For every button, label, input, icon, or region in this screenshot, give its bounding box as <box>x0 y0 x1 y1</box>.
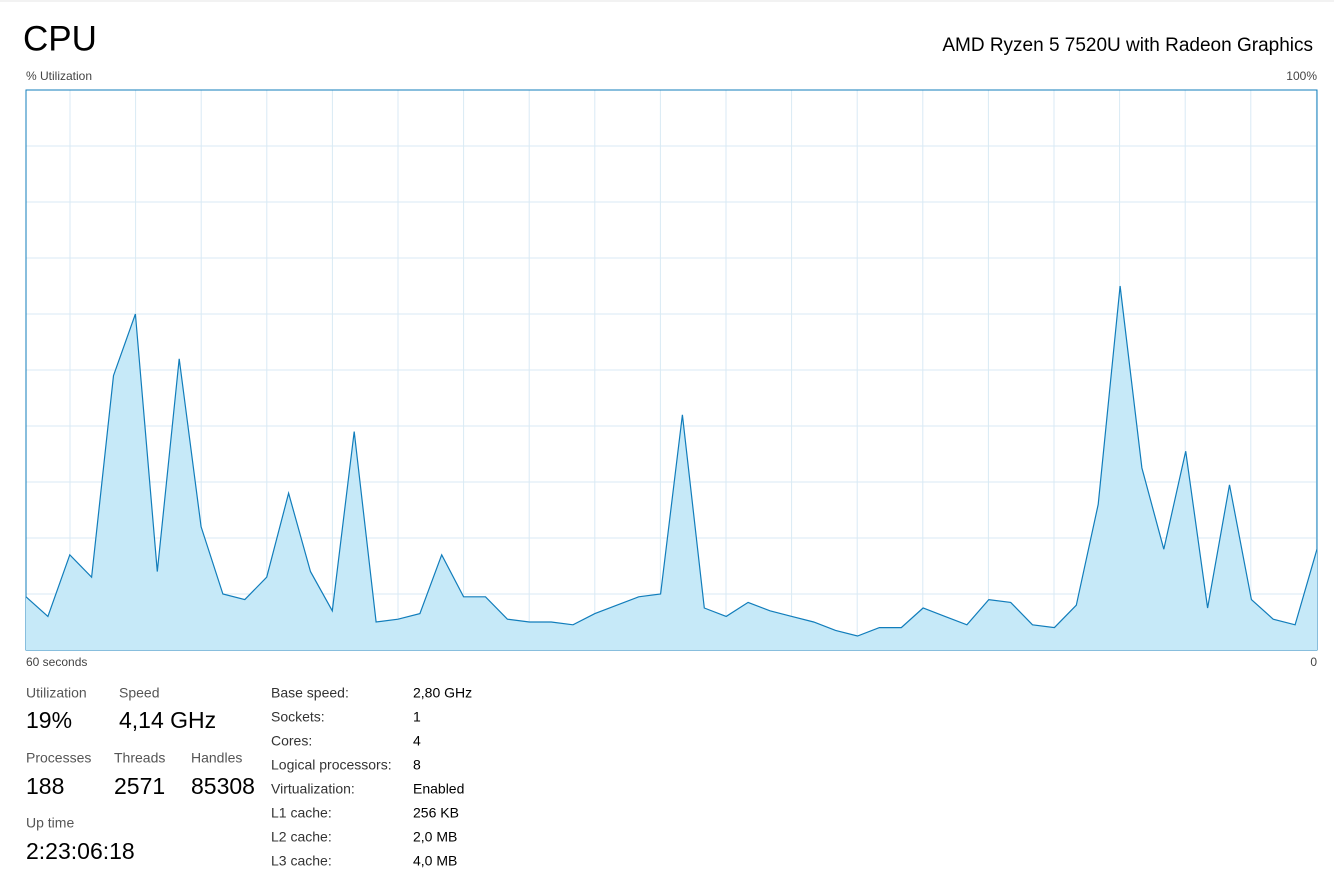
detail-value: 4 <box>413 733 421 749</box>
detail-label: L1 cache: <box>271 805 332 821</box>
area-fill <box>26 286 1317 650</box>
stat-label: Threads <box>114 750 165 766</box>
stat-value: 4,14 GHz <box>119 707 216 733</box>
x-tick-label: 60 seconds <box>26 655 87 669</box>
detail-label: Base speed: <box>271 685 349 701</box>
stat-label: Speed <box>119 685 159 701</box>
area-line <box>25 285 1318 637</box>
detail-label: Virtualization: <box>271 781 355 797</box>
detail-label: L2 cache: <box>271 829 332 845</box>
detail-value: 2,0 MB <box>413 829 457 845</box>
detail-label: Cores: <box>271 733 312 749</box>
stat-value: 188 <box>26 773 64 799</box>
stat-value: 85308 <box>191 773 255 799</box>
y-tick-label: 100% <box>1286 69 1317 83</box>
stat-value: 19% <box>26 707 72 733</box>
detail-value: Enabled <box>413 781 464 797</box>
detail-value: 1 <box>413 709 421 725</box>
detail-label: L3 cache: <box>271 853 332 869</box>
title: CPU <box>23 19 97 58</box>
detail-label: Logical processors: <box>271 757 392 773</box>
stat-label: Utilization <box>26 685 87 701</box>
stat-label: Handles <box>191 750 242 766</box>
detail-value: 256 KB <box>413 805 459 821</box>
x-tick-label: 0 <box>1310 655 1317 669</box>
stat-label: Up time <box>26 815 74 831</box>
stat-value: 2:23:06:18 <box>26 838 135 864</box>
detail-value: 4,0 MB <box>413 853 457 869</box>
detail-value: 2,80 GHz <box>413 685 472 701</box>
stat-label: Processes <box>26 750 91 766</box>
stat-value: 2571 <box>114 773 165 799</box>
y-label: % Utilization <box>26 69 92 83</box>
processor-name: AMD Ryzen 5 7520U with Radeon Graphics <box>942 35 1313 56</box>
detail-label: Sockets: <box>271 709 325 725</box>
detail-value: 8 <box>413 757 421 773</box>
